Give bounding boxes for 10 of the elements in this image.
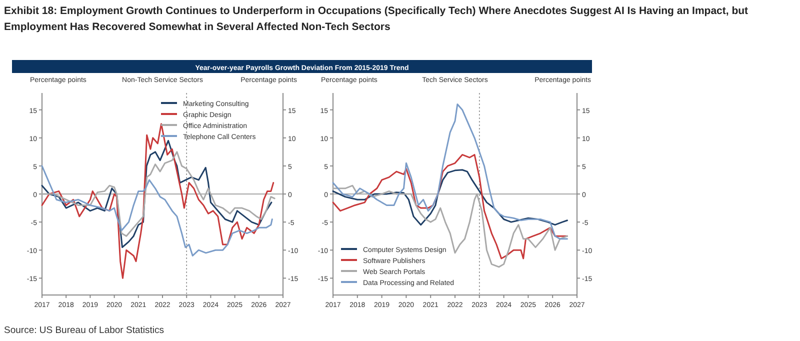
line-series xyxy=(41,151,276,237)
line-series xyxy=(41,140,272,248)
line-series xyxy=(41,165,273,256)
line-series xyxy=(332,184,568,268)
line-series xyxy=(332,169,568,226)
line-series xyxy=(332,154,568,260)
text: Exhibit 18: Employment Growth Continues to Underperform in Occupations (Specifically Tech) Where Anecdotes Suggest AI Is Having an Impact, but Employment Has Recovered Somewhat in Several Affected Non-Tech Sectors xyxy=(4,5,749,33)
line-series xyxy=(332,103,568,240)
source-note: Source: US Bureau of Labor Statistics xyxy=(4,325,164,336)
line-series xyxy=(41,123,274,279)
